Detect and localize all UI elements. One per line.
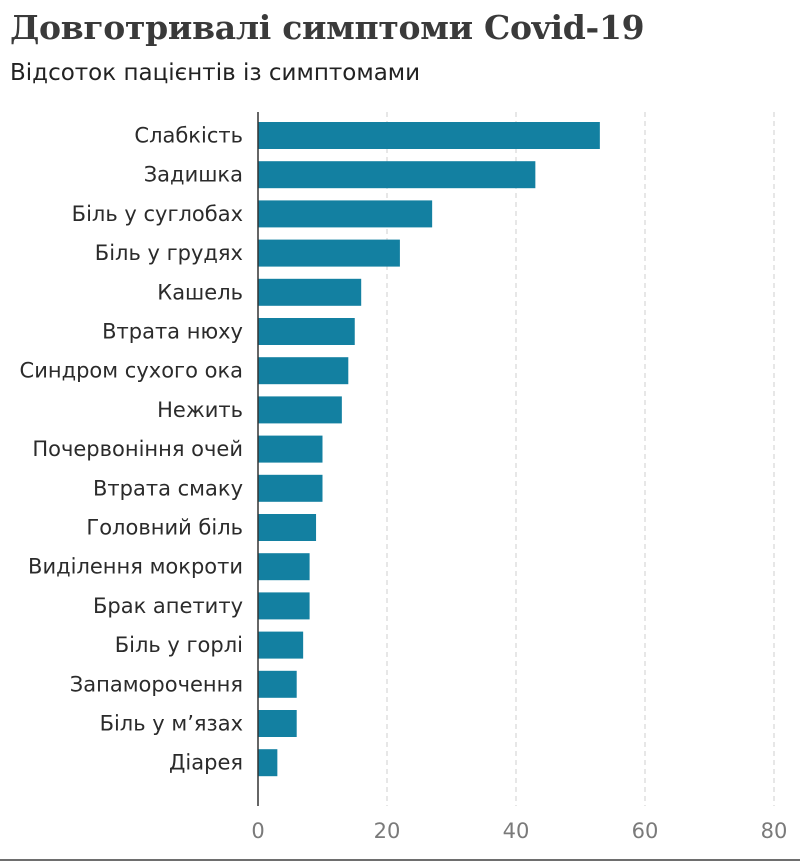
bar (258, 278, 362, 306)
category-label: Діарея (169, 751, 243, 775)
category-label: Почервоніння очей (32, 437, 243, 461)
bar (258, 670, 297, 698)
category-label: Біль у суглобах (72, 202, 243, 226)
bar (258, 239, 400, 267)
bar (258, 553, 310, 581)
category-label: Слабкість (134, 124, 243, 148)
x-tick-label: 60 (632, 819, 659, 843)
bar (258, 749, 278, 777)
bar (258, 474, 323, 502)
category-label: Запаморочення (70, 672, 243, 696)
category-label: Нежить (157, 398, 243, 422)
x-tick-label: 80 (761, 819, 788, 843)
bar (258, 396, 342, 424)
category-label: Втрата нюху (102, 320, 243, 344)
bar (258, 161, 536, 189)
category-label: Кашель (157, 280, 243, 304)
gridlines (386, 112, 775, 806)
chart-subtitle: Відсоток пацієнтів із симптомами (10, 60, 421, 86)
x-axis-ticks: 0 20 40 60 80 (251, 819, 787, 843)
bottom-rule (0, 859, 800, 861)
category-label: Брак апетиту (93, 594, 243, 618)
bar (258, 200, 433, 228)
x-tick-label: 40 (503, 819, 530, 843)
chart-title: Довготривалі симптоми Covid-19 (10, 8, 645, 47)
category-label: Головний біль (86, 516, 243, 540)
category-label: Біль у м’язах (100, 712, 243, 736)
bar (258, 514, 317, 541)
category-label: Синдром сухого ока (20, 359, 243, 383)
bar (258, 710, 297, 737)
category-label: Біль у грудях (95, 241, 243, 265)
bar (258, 357, 349, 385)
category-label: Виділення мокроти (28, 555, 243, 579)
bar (258, 592, 310, 620)
bar (258, 122, 600, 149)
category-label: Втрата смаку (93, 476, 243, 500)
x-tick-label: 20 (374, 819, 401, 843)
x-tick-label: 0 (251, 819, 264, 843)
bar (258, 631, 304, 659)
category-labels: Слабкість Задишка Біль у суглобах Біль у гр… (20, 124, 243, 775)
bar (258, 435, 323, 463)
bars (258, 122, 600, 777)
category-label: Біль у горлі (115, 633, 243, 657)
bar (258, 318, 355, 345)
category-label: Задишка (144, 163, 243, 187)
